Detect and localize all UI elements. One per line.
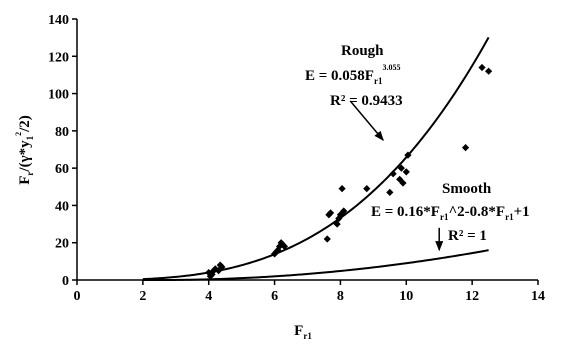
data-point-22: [340, 207, 348, 215]
x-tick-label-0: 0: [74, 289, 81, 304]
x-tick-label-4: 8: [337, 289, 344, 304]
data-point-18: [333, 220, 341, 228]
point-group: [205, 63, 493, 280]
y-tick-label-1: 20: [55, 237, 69, 252]
x-tick-label-1: 2: [139, 289, 146, 304]
x-tick-label-3: 6: [271, 289, 278, 304]
rough-fit-curve: [142, 36, 490, 281]
data-point-29: [402, 168, 410, 176]
data-point-32: [478, 63, 486, 72]
data-point-17: [326, 209, 335, 217]
arrow-group: [349, 100, 444, 252]
data-point-28: [399, 179, 407, 187]
x-tick-label-7: 14: [531, 289, 545, 304]
data-point-11: [275, 242, 284, 251]
data-point-33: [485, 67, 493, 75]
rough-equation: E = 0.058Fr13.055: [305, 63, 400, 86]
data-point-25: [389, 170, 397, 178]
smooth-r2: R² = 1: [448, 228, 487, 244]
data-point-27: [397, 164, 405, 172]
data-point-2: [208, 270, 216, 279]
x-axis-title: Fr1: [294, 323, 312, 341]
y-tick-label-3: 60: [55, 162, 69, 177]
x-tick-label-2: 4: [205, 289, 212, 304]
y-tick-label-5: 100: [48, 88, 69, 103]
y-tick-label-2: 40: [55, 199, 69, 214]
curve-group: [142, 36, 490, 281]
y-tick-label-6: 120: [48, 50, 69, 65]
data-point-23: [363, 185, 371, 193]
data-point-21: [338, 185, 346, 193]
y-tick-label-4: 80: [55, 125, 69, 140]
data-point-24: [386, 188, 394, 196]
smooth-fit-curve: [142, 249, 489, 281]
y-axis-title: Fr/(γ*y12/2): [14, 115, 35, 185]
y-tick-label-7: 140: [48, 13, 69, 28]
data-point-31: [461, 144, 470, 152]
smooth-equation: E = 0.16*Fr1^2-0.8*Fr1+1: [371, 204, 530, 222]
rough-arrow: [349, 100, 384, 141]
x-tick-label-5: 10: [399, 289, 413, 304]
data-point-20: [336, 211, 345, 219]
data-point-15: [323, 235, 331, 243]
x-tick-label-6: 12: [465, 289, 479, 304]
data-point-7: [218, 263, 226, 271]
data-point-10: [274, 246, 282, 254]
data-point-14: [280, 242, 289, 251]
rough-label: Rough: [341, 43, 384, 59]
y-tick-label-0: 0: [62, 274, 69, 289]
smooth-label: Smooth: [442, 181, 492, 197]
data-point-19: [335, 214, 343, 223]
data-point-30: [404, 151, 412, 159]
rough-r2: R² = 0.9433: [330, 93, 403, 109]
